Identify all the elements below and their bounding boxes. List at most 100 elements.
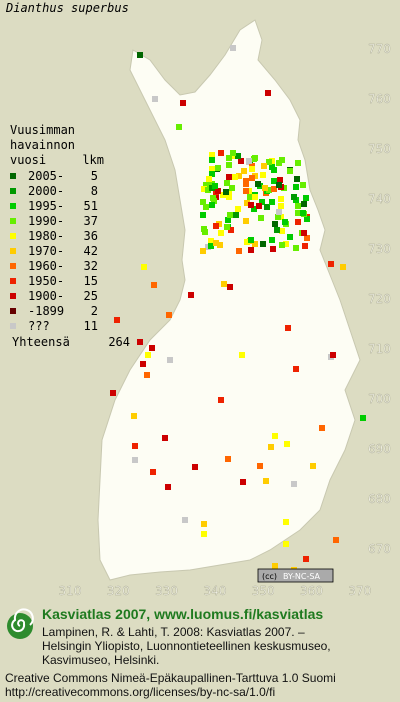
observation-square	[287, 234, 293, 240]
observation-square	[262, 185, 268, 191]
observation-square	[328, 261, 334, 267]
observation-square	[131, 413, 137, 419]
y-tick-label: 770	[368, 42, 391, 56]
observation-square	[259, 199, 265, 205]
observation-square	[303, 195, 309, 201]
observation-square	[244, 239, 250, 245]
observation-square	[206, 176, 212, 182]
brand: Kasviatlas 2007, www.luomus.fi/kasviatla…	[42, 606, 323, 622]
observation-square	[275, 214, 281, 220]
observation-square	[252, 241, 258, 247]
observation-square	[226, 174, 232, 180]
badge-box	[257, 568, 334, 583]
observation-square	[233, 212, 239, 218]
observation-square	[218, 150, 224, 156]
x-tick-label: 350	[252, 584, 275, 598]
observation-square	[271, 186, 277, 192]
observation-square	[278, 196, 284, 202]
legend-count: 2	[91, 304, 98, 318]
observation-square	[208, 243, 214, 249]
legend-swatch	[10, 218, 16, 224]
observation-square	[200, 248, 206, 254]
observation-square	[166, 312, 172, 318]
observation-square	[225, 456, 231, 462]
observation-square	[269, 199, 275, 205]
observation-square	[257, 463, 263, 469]
observation-square	[287, 168, 293, 174]
legend-label: -1899	[28, 304, 64, 318]
observation-square	[283, 241, 289, 247]
observation-square	[235, 206, 241, 212]
observation-square	[256, 203, 262, 209]
observation-square	[230, 45, 236, 51]
legend-label: 1980-	[28, 229, 64, 243]
observation-square	[137, 339, 143, 345]
observation-square	[277, 177, 283, 183]
observation-square	[276, 182, 282, 188]
license-line: http://creativecommons.org/licenses/by-n…	[5, 685, 275, 699]
observation-square	[203, 204, 209, 210]
observation-square	[209, 202, 215, 208]
observation-square	[137, 52, 143, 58]
legend-count: 8	[91, 184, 98, 198]
observation-square	[223, 189, 229, 195]
legend-count: 32	[84, 259, 98, 273]
observation-square	[271, 167, 277, 173]
observation-square	[221, 281, 227, 287]
observation-square	[151, 282, 157, 288]
observation-square	[239, 352, 245, 358]
observation-square	[264, 204, 270, 210]
cc-badge: (cc) BY-NC-SA	[257, 568, 334, 583]
observation-square	[295, 219, 301, 225]
observation-square	[152, 96, 158, 102]
observation-square	[132, 457, 138, 463]
observation-square	[167, 357, 173, 363]
legend-heading: vuosi	[10, 153, 46, 167]
observation-square	[208, 238, 214, 244]
observation-square	[240, 479, 246, 485]
observation-square	[248, 202, 254, 208]
observation-square	[212, 183, 218, 189]
observation-square	[140, 361, 146, 367]
legend-swatch	[10, 263, 16, 269]
observation-square	[180, 100, 186, 106]
y-tick-label: 710	[368, 342, 391, 356]
observation-square	[224, 180, 230, 186]
observation-square	[283, 519, 289, 525]
observation-square	[300, 182, 306, 188]
observation-square	[192, 464, 198, 470]
observation-square	[225, 217, 231, 223]
observation-square	[272, 221, 278, 227]
observation-squares	[110, 45, 366, 573]
legend-count: 11	[84, 319, 98, 333]
observation-square	[227, 212, 233, 218]
badge-cc: (cc)	[262, 572, 277, 581]
legend-swatch	[10, 293, 16, 299]
observation-square	[232, 174, 238, 180]
legend-heading: havainnon	[10, 138, 75, 152]
observation-square	[271, 178, 277, 184]
observation-square	[266, 187, 272, 193]
observation-square	[224, 224, 230, 230]
observation-square	[260, 172, 266, 178]
observation-square	[269, 237, 275, 243]
y-tick-label: 750	[368, 142, 391, 156]
observation-square	[209, 166, 215, 172]
observation-square	[282, 219, 288, 225]
observation-square	[330, 352, 336, 358]
legend-count: 15	[84, 274, 98, 288]
legend-label: 1960-	[28, 259, 64, 273]
observation-square	[217, 242, 223, 248]
observation-square	[201, 521, 207, 527]
observation-square	[255, 181, 261, 187]
observation-square	[294, 176, 300, 182]
x-tick-label: 320	[107, 584, 130, 598]
y-tick-label: 720	[368, 292, 391, 306]
observation-square	[248, 247, 254, 253]
observation-square	[340, 264, 346, 270]
observation-square	[295, 203, 301, 209]
observation-square	[110, 390, 116, 396]
observation-square	[301, 201, 307, 207]
legend-count: 36	[84, 229, 98, 243]
